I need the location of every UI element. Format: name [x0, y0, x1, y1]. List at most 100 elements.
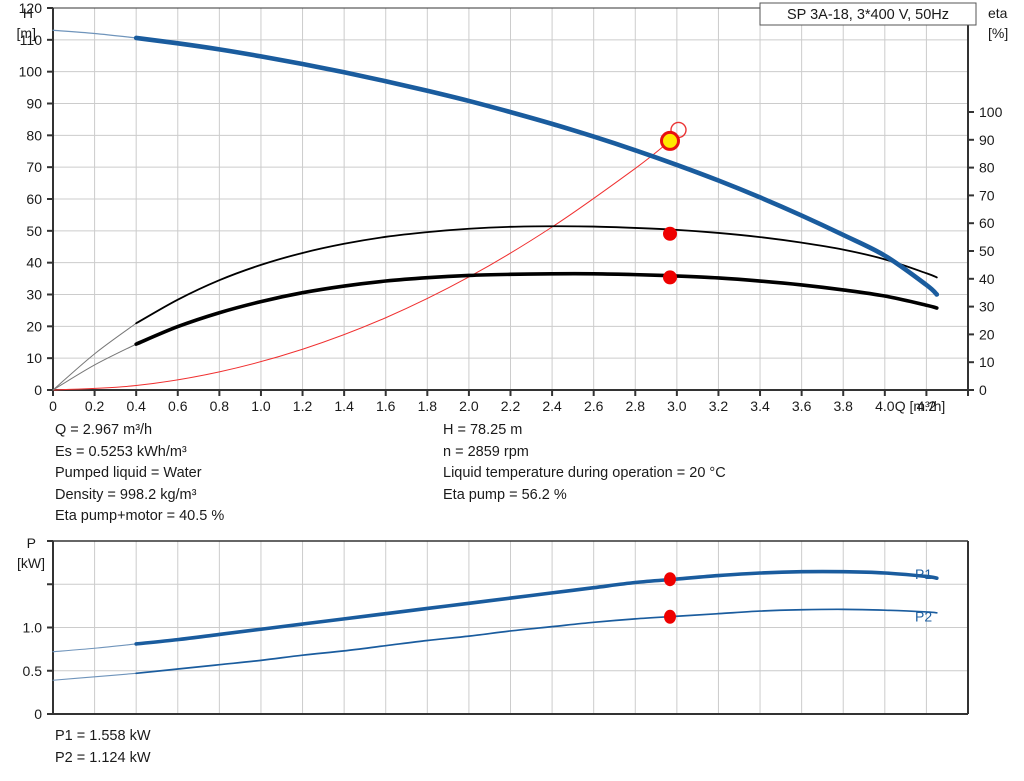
y-left-tick-label: 30 — [26, 287, 42, 303]
head-curve-extension — [52, 29, 137, 39]
main-markers — [660, 121, 687, 285]
y-left-tick-label: 0 — [34, 382, 42, 398]
x-tick-label: 0 — [49, 398, 57, 414]
info-density: Density = 998.2 kg/m³ — [55, 486, 197, 503]
y-axis-left-unit: [m] — [17, 25, 36, 41]
x-tick-label: 1.0 — [251, 398, 271, 414]
power-y-axis-title: P — [27, 535, 36, 551]
power-y-axis-unit: [kW] — [17, 555, 45, 571]
system-curve — [52, 140, 671, 391]
x-tick-label: 0.4 — [126, 398, 146, 414]
x-tick-label: 1.8 — [418, 398, 438, 414]
eta-pump-curve — [135, 225, 938, 325]
power-axes — [52, 540, 969, 715]
y-right-tick-label: 70 — [979, 187, 995, 203]
y-axis-right-ticks: 0 10 20 30 40 50 60 70 80 90 100 — [968, 104, 1003, 398]
p2-curve — [135, 608, 938, 675]
x-tick-label: 2.2 — [501, 398, 521, 414]
x-tick-label: 0.2 — [85, 398, 105, 414]
duty-point-marker — [660, 130, 681, 151]
y-left-tick-label: 80 — [26, 127, 42, 143]
main-gridlines — [52, 7, 969, 391]
x-tick-label: 3.4 — [750, 398, 770, 414]
info-block-left: Q = 2.967 m³/h Es = 0.5253 kWh/m³ Pumped… — [55, 420, 224, 528]
power-curves — [52, 569, 939, 681]
info-pumped-liquid: Pumped liquid = Water — [55, 465, 202, 481]
eta-pump-motor-curve — [134, 271, 939, 346]
info-liquid-temperature: Liquid temperature during operation = 20… — [443, 465, 726, 481]
main-curves — [52, 29, 940, 391]
info-p1: P1 = 1.558 kW — [55, 728, 151, 744]
head-efficiency-chart: 0 10 20 30 40 50 60 70 80 90 100 110 120 0 10 20 30 40 50 6… — [17, 0, 1009, 414]
y-left-tick-label: 100 — [19, 64, 43, 80]
y-right-tick-label: 30 — [979, 299, 995, 315]
x-axis-ticks: 0 0.2 0.4 0.6 0.8 1.0 1.2 1.4 1.6 1.8 2.0 2.2 2.4 2.6… — [49, 390, 969, 414]
x-tick-label: 3.2 — [709, 398, 729, 414]
y-axis-left-ticks: 0 10 20 30 40 50 60 70 80 90 100 110 120 — [19, 0, 53, 398]
x-tick-label: 4.2 — [917, 398, 937, 414]
head-curve — [133, 35, 940, 297]
p2-curve-extension — [52, 672, 137, 681]
info-eta-pump-motor: Eta pump+motor = 40.5 % — [55, 508, 225, 524]
y-left-tick-label: 110 — [20, 32, 43, 48]
power-y-tick-label: 0.5 — [23, 663, 43, 679]
p1-point-marker — [664, 572, 677, 587]
eta-pump-motor-curve-extension — [52, 343, 137, 391]
info-block-power: P1 = 1.558 kW P2 = 1.124 kW — [55, 726, 151, 769]
y-right-tick-label: 0 — [979, 382, 987, 398]
y-left-tick-label: 90 — [26, 96, 42, 112]
power-chart: 0 0.5 1.0 P [kW] P1 P2 — [17, 535, 969, 722]
p1-curve-label: P1 — [915, 566, 932, 582]
y-right-tick-label: 100 — [979, 104, 1003, 120]
x-tick-label: 0.8 — [210, 398, 230, 414]
y-axis-left-title: H — [23, 5, 33, 21]
y-right-tick-label: 90 — [979, 132, 995, 148]
x-tick-label: 3.8 — [833, 398, 853, 414]
x-tick-label: 3.0 — [667, 398, 687, 414]
y-axis-right-title: eta — [988, 5, 1008, 21]
info-h: H = 78.25 m — [443, 422, 523, 438]
y-left-tick-label: 40 — [26, 255, 42, 271]
y-left-tick-label: 50 — [26, 223, 42, 239]
power-y-tick-label: 0 — [34, 706, 42, 722]
y-left-tick-label: 60 — [26, 191, 42, 207]
y-right-tick-label: 40 — [979, 271, 995, 287]
x-tick-label: 2.8 — [626, 398, 646, 414]
info-eta-pump: Eta pump = 56.2 % — [443, 486, 567, 503]
x-tick-label: 2.6 — [584, 398, 604, 414]
x-tick-label: 3.6 — [792, 398, 812, 414]
x-tick-label: 2.4 — [542, 398, 562, 414]
info-es: Es = 0.5253 kWh/m³ — [55, 443, 187, 460]
y-right-tick-label: 20 — [979, 326, 995, 342]
legend-box-frame — [759, 2, 977, 26]
eta-pump-motor-point-marker — [663, 270, 678, 285]
x-tick-label: 1.4 — [334, 398, 354, 414]
info-n: n = 2859 rpm — [443, 443, 529, 460]
power-markers — [664, 572, 677, 624]
x-axis-title: Q [m³/h] — [895, 398, 946, 414]
p2-point-marker — [664, 609, 677, 624]
eta-pump-point-marker — [663, 226, 678, 241]
p1-curve-extension — [52, 643, 137, 653]
y-left-tick-label: 20 — [26, 318, 42, 334]
power-y-ticks: 0 0.5 1.0 — [23, 540, 53, 722]
y-right-tick-label: 50 — [979, 243, 995, 259]
x-tick-label: 1.6 — [376, 398, 396, 414]
p1-curve — [134, 569, 939, 646]
p2-curve-label: P2 — [915, 608, 932, 624]
y-left-tick-label: 10 — [26, 350, 42, 366]
power-y-tick-label: 1.0 — [23, 620, 43, 636]
info-q: Q = 2.967 m³/h — [55, 422, 153, 438]
eta-pump-curve-extension — [52, 322, 137, 391]
y-right-tick-label: 10 — [979, 354, 995, 370]
x-tick-label: 2.0 — [459, 398, 479, 414]
power-gridlines — [52, 540, 969, 715]
legend-title: SP 3A-18, 3*400 V, 50Hz — [787, 7, 949, 23]
y-axis-right-unit: [%] — [988, 25, 1008, 41]
y-left-tick-label: 70 — [26, 159, 42, 175]
x-tick-label: 1.2 — [293, 398, 313, 414]
info-p2: P2 = 1.124 kW — [55, 749, 151, 766]
x-tick-label: 4.0 — [875, 398, 895, 414]
y-left-tick-label: 120 — [19, 0, 43, 16]
